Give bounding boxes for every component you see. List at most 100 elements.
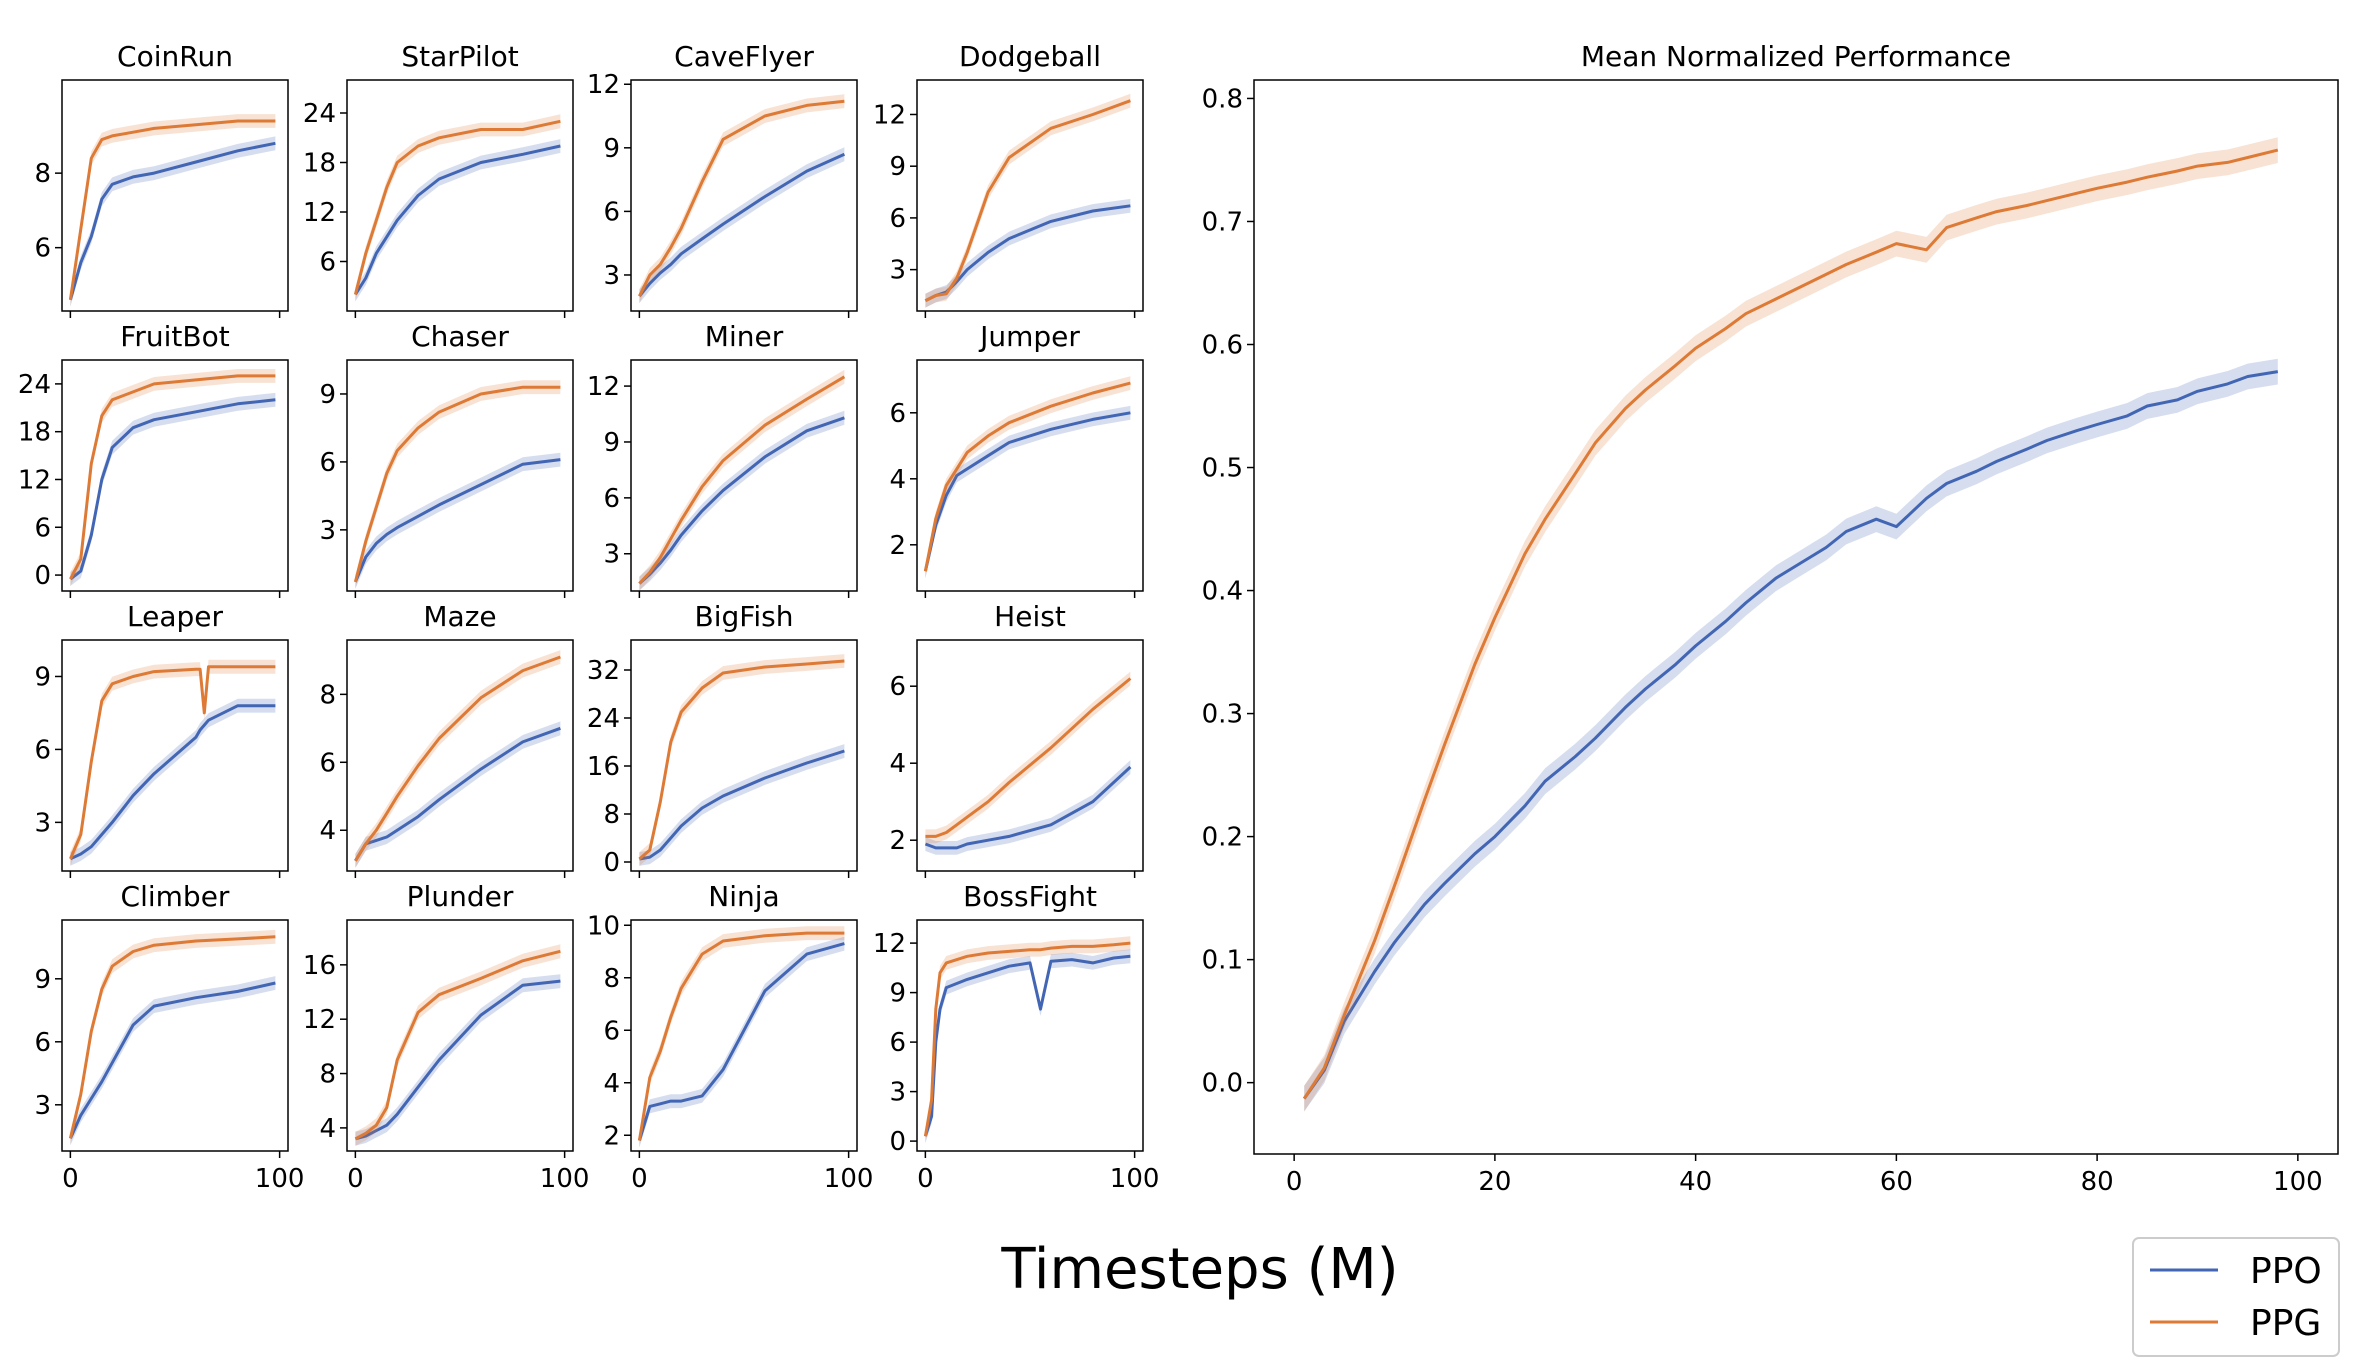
series-band-ppo <box>70 392 276 586</box>
axes-frame <box>630 919 858 1152</box>
panel-climber: Climber 3 6 9 0 100 <box>34 880 304 1194</box>
x-tick-label: 100 <box>824 1164 874 1194</box>
panel-bossfight: BossFight 0 3 6 9 12 0 100 <box>873 880 1160 1194</box>
series-line-ppg <box>925 677 1132 838</box>
y-tick-label: 0.1 <box>1202 946 1243 976</box>
y-tick-label: 9 <box>319 380 336 410</box>
y-tick-label: 9 <box>603 134 620 164</box>
panel-title: CoinRun <box>117 40 233 73</box>
y-tick-label: 12 <box>873 100 906 130</box>
series-band-ppg <box>925 93 1131 308</box>
y-tick-label: 8 <box>34 159 51 189</box>
series-line-ppg <box>353 385 561 583</box>
series-band-ppo <box>925 949 1131 1144</box>
x-tick-label: 0 <box>917 1164 934 1194</box>
series-line-ppg <box>353 119 561 295</box>
y-tick-label: 6 <box>319 448 336 478</box>
series-band-ppo <box>70 136 276 307</box>
series-line-ppo <box>69 398 276 581</box>
series-band-ppo <box>639 936 845 1148</box>
series-line-ppo <box>923 411 1131 572</box>
axes-frame <box>630 79 858 312</box>
series-line-ppg <box>638 99 845 297</box>
y-tick-label: 2 <box>603 1121 620 1151</box>
y-tick-label: 0.2 <box>1202 823 1243 853</box>
y-tick-label: 4 <box>319 1114 336 1144</box>
x-tick-label: 100 <box>2273 1167 2323 1197</box>
panel-title: BigFish <box>695 600 794 633</box>
series-band-ppo <box>70 976 276 1146</box>
panel-maze: Maze 4 6 8 <box>319 600 574 878</box>
panel-heist: Heist 2 4 6 <box>889 600 1144 878</box>
x-tick-label: 100 <box>540 1164 590 1194</box>
x-tick-label: 0 <box>1286 1167 1303 1197</box>
x-tick-label: 0 <box>62 1164 79 1194</box>
series-band-ppo <box>639 147 845 304</box>
series-line-ppo <box>355 979 561 1141</box>
series-band-ppo <box>355 139 561 302</box>
x-tick-label: 40 <box>1679 1167 1712 1197</box>
y-tick-label: 3 <box>603 540 620 570</box>
panel-title: Maze <box>423 600 496 633</box>
y-tick-label: 6 <box>889 672 906 702</box>
x-tick-label: 80 <box>2081 1167 2114 1197</box>
series-band-ppo <box>355 452 561 589</box>
panel-title: Climber <box>121 880 230 913</box>
legend-label-ppg: PPG <box>2250 1303 2321 1344</box>
series-line-ppo <box>924 765 1132 850</box>
series-line-ppg <box>69 665 276 860</box>
panel-leaper: Leaper 3 6 9 <box>34 600 289 878</box>
series-line-ppo <box>923 954 1131 1137</box>
y-tick-label: 9 <box>889 979 906 1009</box>
axes-frame <box>61 919 289 1152</box>
y-tick-label: 4 <box>319 816 336 846</box>
series-line-ppg <box>923 381 1131 572</box>
y-tick-label: 3 <box>603 261 620 291</box>
y-tick-label: 10 <box>587 911 620 941</box>
series-line-ppo <box>354 144 561 296</box>
panel-title: CaveFlyer <box>674 40 814 73</box>
panel-caveflyer: CaveFlyer 3 6 9 12 <box>587 40 858 318</box>
y-tick-label: 8 <box>603 800 620 830</box>
y-tick-label: 6 <box>889 1028 906 1058</box>
panel-title: FruitBot <box>120 320 229 353</box>
y-tick-label: 0 <box>34 561 51 591</box>
axes-frame <box>346 79 574 312</box>
series-line-ppo <box>68 141 276 301</box>
x-tick-label: 100 <box>255 1164 305 1194</box>
series-line-ppo <box>1302 370 2279 1100</box>
y-tick-label: 24 <box>18 370 51 400</box>
axes-frame <box>346 359 574 592</box>
series-line-ppg <box>638 659 845 861</box>
x-tick-label: 100 <box>1110 1164 1160 1194</box>
series-line-ppg <box>68 935 276 1139</box>
y-tick-label: 0 <box>889 1127 906 1157</box>
y-tick-label: 12 <box>303 198 336 228</box>
y-tick-label: 16 <box>303 951 336 981</box>
y-tick-label: 4 <box>603 1069 620 1099</box>
panel-plunder: Plunder 4 8 12 16 0 100 <box>303 880 590 1194</box>
panel-title: StarPilot <box>401 40 518 73</box>
series-line-ppo <box>354 458 561 583</box>
series-band-ppg <box>925 936 1131 1144</box>
panel-dodgeball: Dodgeball 3 6 9 12 <box>873 40 1144 318</box>
panel-title: Chaser <box>411 320 509 353</box>
y-tick-label: 0.7 <box>1202 207 1243 237</box>
y-tick-label: 24 <box>303 99 336 129</box>
y-tick-label: 6 <box>319 748 336 778</box>
series-band-ppg <box>925 671 1131 844</box>
panel-title: Mean Normalized Performance <box>1581 40 2011 73</box>
series-band-ppg <box>639 369 845 591</box>
axes-frame <box>1253 79 2339 1155</box>
panel-starpilot: StarPilot 6 12 18 24 <box>303 40 574 318</box>
y-tick-label: 9 <box>889 152 906 182</box>
panel-jumper: Jumper 2 4 6 <box>889 320 1144 598</box>
series-line-ppo <box>637 942 845 1141</box>
y-tick-label: 3 <box>34 1091 51 1121</box>
series-line-ppg <box>924 99 1131 303</box>
legend-label-ppo: PPO <box>2250 1251 2322 1292</box>
y-tick-label: 0.6 <box>1202 331 1243 361</box>
axes-frame <box>916 639 1144 872</box>
y-tick-label: 9 <box>603 428 620 458</box>
panel-title: Plunder <box>407 880 514 913</box>
